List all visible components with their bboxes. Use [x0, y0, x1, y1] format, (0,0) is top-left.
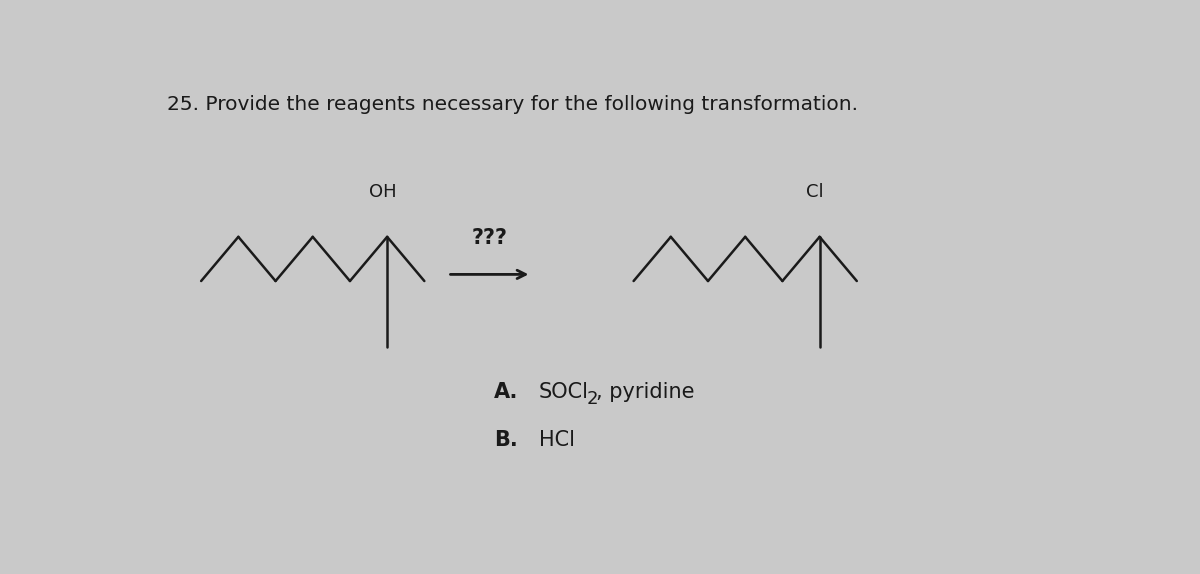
Text: Cl: Cl: [806, 184, 823, 201]
Text: , pyridine: , pyridine: [596, 382, 695, 402]
Text: A.: A.: [494, 382, 518, 402]
Text: 25. Provide the reagents necessary for the following transformation.: 25. Provide the reagents necessary for t…: [167, 95, 858, 114]
Text: SOCl: SOCl: [539, 382, 589, 402]
Text: 2: 2: [587, 390, 599, 409]
Text: ???: ???: [472, 228, 508, 248]
Text: B.: B.: [494, 430, 518, 450]
Text: OH: OH: [368, 184, 396, 201]
Text: HCl: HCl: [539, 430, 575, 450]
